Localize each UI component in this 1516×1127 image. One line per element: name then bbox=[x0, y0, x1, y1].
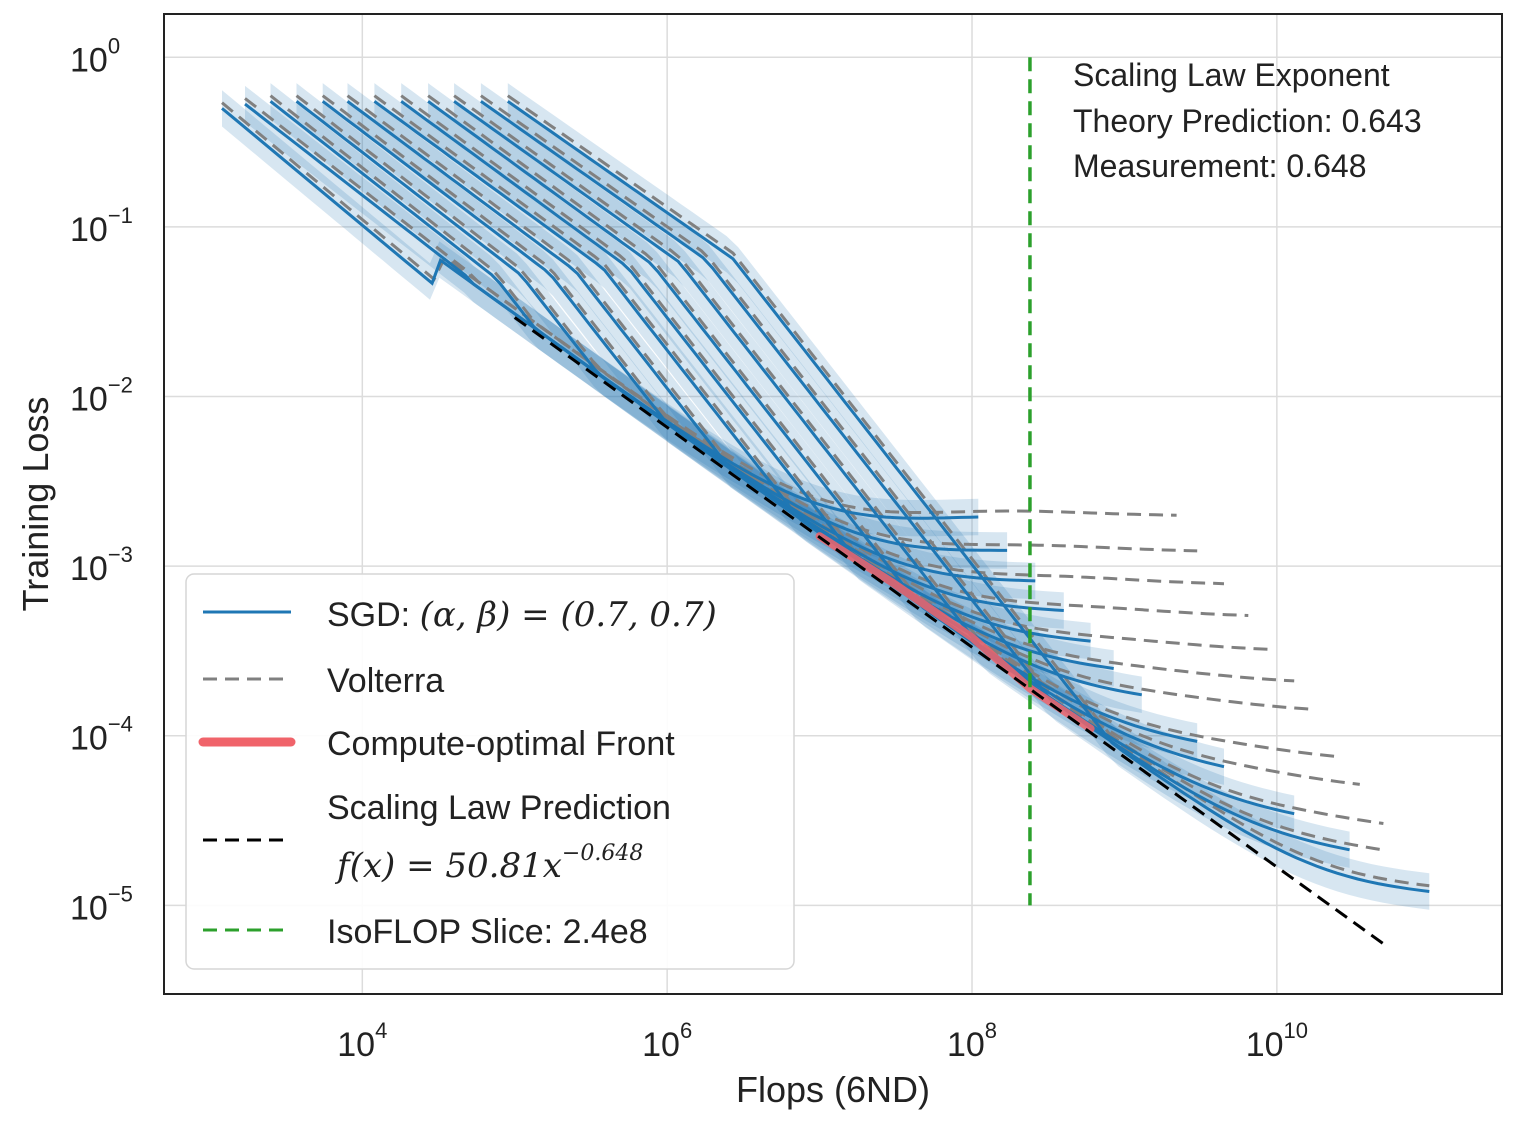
legend-scaling-formula-exp: −0.648 bbox=[562, 841, 643, 866]
y-tick-exponent: −4 bbox=[108, 712, 133, 737]
legend-scaling-formula-base: f(x) = 50.81x bbox=[334, 846, 562, 886]
x-tick-label: 104 bbox=[337, 1018, 387, 1064]
y-tick-exponent: −3 bbox=[108, 542, 133, 567]
volterra-line-0 bbox=[221, 101, 1177, 517]
legend-sgd-math: (α, β) = (0.7, 0.7) bbox=[420, 595, 717, 635]
y-tick-exponent: −2 bbox=[108, 373, 133, 398]
x-tick-exponent: 6 bbox=[680, 1018, 692, 1043]
legend: SGD: (α, β) = (0.7, 0.7) Volterra Comput… bbox=[185, 573, 795, 970]
sgd-band-7 bbox=[401, 83, 1198, 760]
x-tick-label: 106 bbox=[642, 1018, 692, 1064]
sgd-line-4 bbox=[321, 100, 1091, 643]
y-tick-exponent: −5 bbox=[108, 881, 133, 906]
legend-front-label: Compute-optimal Front bbox=[327, 725, 675, 763]
volterra-line-11 bbox=[506, 94, 1430, 888]
legend-scaling-formula: f(x) = 50.81x−0.648 bbox=[334, 841, 643, 886]
y-axis-title: Training Loss bbox=[15, 397, 56, 612]
y-tick-base: 10 bbox=[70, 550, 108, 588]
legend-box bbox=[185, 573, 795, 970]
legend-scaling-label: Scaling Law Prediction bbox=[327, 789, 671, 827]
sgd-line-9 bbox=[453, 100, 1295, 816]
sgd-line-10 bbox=[480, 100, 1350, 852]
y-tick-exponent: 0 bbox=[108, 33, 120, 58]
sgd-band-5 bbox=[347, 83, 1114, 687]
annotation-line-3: Measurement: 0.648 bbox=[1073, 148, 1367, 184]
volterra-line-9 bbox=[453, 94, 1384, 825]
y-tick-label: 10−2 bbox=[70, 373, 133, 419]
sgd-line-11 bbox=[506, 100, 1430, 893]
y-tick-label: 10−4 bbox=[70, 712, 133, 758]
volterra-line-10 bbox=[480, 94, 1384, 852]
x-axis-title: Flops (6ND) bbox=[736, 1069, 930, 1110]
sgd-line-6 bbox=[373, 100, 1143, 697]
data-layer bbox=[221, 57, 1430, 946]
x-tick-label: 108 bbox=[947, 1018, 997, 1064]
legend-isoflop-label: IsoFLOP Slice: 2.4e8 bbox=[327, 913, 648, 951]
compute-optimal-front bbox=[815, 532, 1095, 733]
legend-volterra-label: Volterra bbox=[327, 662, 444, 700]
y-tick-label: 10−5 bbox=[70, 881, 133, 927]
y-tick-base: 10 bbox=[70, 211, 108, 249]
x-tick-base: 10 bbox=[1246, 1026, 1284, 1064]
legend-sgd-text: SGD: (α, β) = (0.7, 0.7) bbox=[327, 595, 717, 635]
y-tick-base: 10 bbox=[70, 41, 108, 79]
x-tick-base: 10 bbox=[642, 1026, 680, 1064]
sgd-band-9 bbox=[454, 83, 1295, 832]
sgd-line-7 bbox=[400, 100, 1198, 743]
sgd-line-5 bbox=[346, 100, 1114, 670]
annotation-line-2: Theory Prediction: 0.643 bbox=[1073, 103, 1422, 139]
x-tick-base: 10 bbox=[947, 1026, 985, 1064]
legend-sgd-label: SGD: bbox=[327, 596, 420, 634]
y-tick-base: 10 bbox=[70, 889, 108, 927]
scaling-law-line bbox=[513, 316, 1385, 946]
volterra-line-4 bbox=[321, 94, 1270, 651]
sgd-band-8 bbox=[428, 83, 1225, 785]
y-tick-base: 10 bbox=[70, 720, 108, 758]
annotation-line-1: Scaling Law Exponent bbox=[1073, 57, 1390, 93]
x-tick-exponent: 4 bbox=[375, 1018, 387, 1043]
volterra-line-2 bbox=[269, 94, 1225, 586]
y-tick-exponent: −1 bbox=[108, 203, 133, 228]
y-tick-label: 100 bbox=[70, 33, 120, 79]
y-tick-base: 10 bbox=[70, 381, 108, 419]
exponent-annotation: Scaling Law Exponent Theory Prediction: … bbox=[1073, 57, 1422, 184]
volterra-line-8 bbox=[427, 94, 1360, 786]
x-tick-exponent: 8 bbox=[985, 1018, 997, 1043]
plot-frame bbox=[163, 13, 1503, 995]
x-tick-exponent: 10 bbox=[1284, 1018, 1308, 1043]
y-tick-label: 10−1 bbox=[70, 203, 133, 249]
x-tick-base: 10 bbox=[337, 1026, 375, 1064]
x-tick-label: 1010 bbox=[1246, 1018, 1308, 1064]
y-tick-label: 10−3 bbox=[70, 542, 133, 588]
